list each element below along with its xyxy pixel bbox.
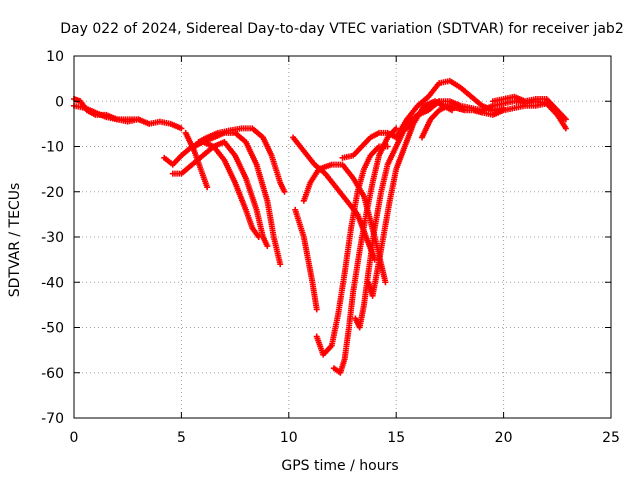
- marker-trail: [339, 129, 400, 161]
- y-tick-label: 10: [46, 49, 64, 65]
- y-tick-label: -50: [41, 321, 64, 337]
- y-tick-label: -10: [41, 140, 64, 156]
- x-tick-label: 15: [387, 430, 405, 446]
- marker-trail: [169, 138, 271, 250]
- series-track-6: [195, 125, 288, 195]
- x-tick-label: 10: [280, 430, 298, 446]
- y-tick-label: -70: [41, 411, 64, 427]
- marker-trail: [161, 138, 262, 240]
- y-tick-labels: 10 0 -10 -20 -30 -40 -50 -60 -70: [41, 49, 64, 427]
- data-markers: [71, 77, 569, 376]
- x-tick-label: 20: [495, 430, 513, 446]
- marker-trail: [292, 206, 320, 313]
- marker-trail: [182, 129, 211, 191]
- series-track-4: [169, 138, 271, 250]
- axis-ticks: [73, 55, 612, 419]
- marker-trail: [195, 125, 288, 195]
- x-tick-label: 0: [70, 430, 79, 446]
- y-tick-label: 0: [55, 94, 64, 110]
- x-axis-label: GPS time / hours: [281, 458, 398, 474]
- marker-trail: [330, 125, 400, 376]
- x-tick-labels: 0 5 10 15 20 25: [70, 430, 620, 446]
- series-track-12: [330, 125, 400, 376]
- y-tick-label: -60: [41, 366, 64, 382]
- y-tick-label: -30: [41, 230, 64, 246]
- y-tick-label: -40: [41, 275, 64, 291]
- series-track-9: [292, 206, 320, 313]
- series-track-3: [161, 138, 262, 240]
- y-tick-label: -20: [41, 185, 64, 201]
- marker-trail: [313, 143, 391, 358]
- marker-trail: [489, 93, 569, 123]
- series-track-18: [418, 100, 567, 141]
- y-axis-label: SDTVAR / TECUs: [7, 183, 23, 298]
- x-tick-label: 25: [602, 430, 620, 446]
- series-track-15: [339, 129, 400, 161]
- marker-trail: [418, 100, 567, 141]
- series-track-11: [313, 143, 391, 358]
- series-track-7: [182, 129, 211, 191]
- x-tick-label: 5: [177, 430, 186, 446]
- chart-title: Day 022 of 2024, Sidereal Day-to-day VTE…: [60, 21, 623, 37]
- series-track-19: [489, 93, 569, 123]
